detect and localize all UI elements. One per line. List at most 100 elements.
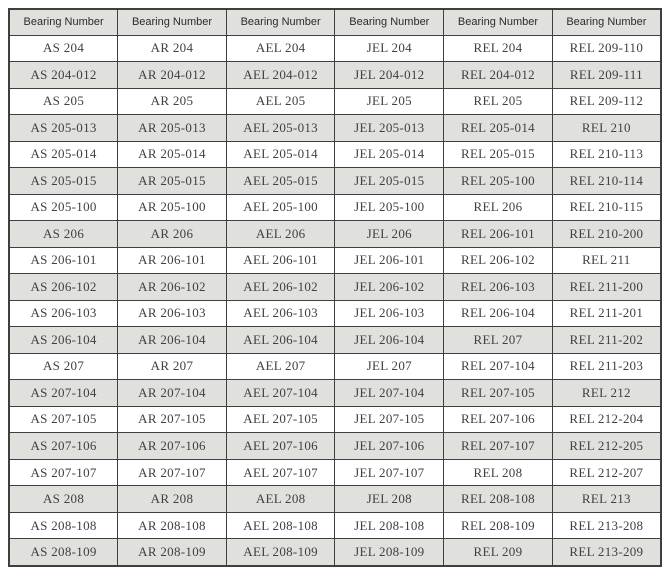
- bearing-number-cell: JEL 205-013: [334, 114, 445, 142]
- bearing-number-cell: REL 206-101: [443, 220, 553, 248]
- bearing-number-cell: AS 204-012: [8, 61, 119, 89]
- bearing-number-cell: REL 211-201: [551, 299, 662, 328]
- bearing-number-cell: AR 204: [117, 34, 227, 63]
- bearing-number-cell: AR 205-013: [117, 114, 227, 142]
- bearing-number-cell: JEL 207: [334, 352, 445, 381]
- bearing-number-cell: AR 208-109: [117, 538, 227, 567]
- bearing-number-cell: AEL 208: [225, 485, 336, 513]
- table-row: AS 206-103 AR 206-103 AEL 206-103 JEL 206-1…: [8, 299, 662, 328]
- bearing-number-cell: AS 205-014: [8, 140, 119, 169]
- table-row: AS 208-109 AR 208-109 AEL 208-109 JEL 208-1…: [8, 538, 662, 567]
- table-row: AS 206 AR 206 AEL 206 JEL 206 REL 206-101 REL…: [8, 220, 662, 248]
- bearing-number-cell: AR 206-101: [117, 246, 227, 275]
- table-body: AS 204 AR 204 AEL 204 JEL 204 REL 204 REL 209…: [8, 34, 662, 567]
- column-header: Bearing Number: [551, 8, 662, 36]
- bearing-number-cell: JEL 205-015: [334, 167, 445, 195]
- bearing-number-cell: JEL 208-109: [334, 538, 445, 567]
- bearing-number-cell: AEL 207-105: [225, 405, 336, 434]
- table-row: AS 205-100 AR 205-100 AEL 205-100 JEL 205-1…: [8, 193, 662, 222]
- bearing-number-cell: REL 210: [551, 114, 662, 142]
- bearing-number-cell: AS 208-108: [8, 511, 119, 540]
- bearing-number-cell: REL 207-106: [443, 405, 553, 434]
- bearing-number-cell: AS 208: [8, 485, 119, 513]
- bearing-number-cell: JEL 206: [334, 220, 445, 248]
- bearing-number-cell: AS 205: [8, 87, 119, 116]
- bearing-number-cell: JEL 207-106: [334, 432, 445, 460]
- bearing-number-cell: AEL 207: [225, 352, 336, 381]
- column-header: Bearing Number: [443, 8, 553, 36]
- bearing-number-cell: REL 205-100: [443, 167, 553, 195]
- bearing-number-cell: AR 205-014: [117, 140, 227, 169]
- bearing-number-cell: AR 206-102: [117, 273, 227, 301]
- bearing-number-cell: AS 204: [8, 34, 119, 63]
- column-header: Bearing Number: [225, 8, 336, 36]
- bearing-number-cell: AR 208: [117, 485, 227, 513]
- bearing-number-cell: REL 210-200: [551, 220, 662, 248]
- bearing-number-cell: REL 210-114: [551, 167, 662, 195]
- column-header: Bearing Number: [117, 8, 227, 36]
- bearing-number-cell: AR 207-105: [117, 405, 227, 434]
- bearing-number-cell: REL 213-209: [551, 538, 662, 567]
- bearing-number-cell: AS 208-109: [8, 538, 119, 567]
- table-header: Bearing Number Bearing Number Bearing Numb…: [8, 8, 662, 36]
- bearing-number-cell: REL 212: [551, 379, 662, 407]
- bearing-number-cell: REL 207-107: [443, 432, 553, 460]
- table-row: AS 206-104 AR 206-104 AEL 206-104 JEL 206-1…: [8, 326, 662, 354]
- table-row: AS 206-101 AR 206-101 AEL 206-101 JEL 206-1…: [8, 246, 662, 275]
- bearing-number-cell: AR 204-012: [117, 61, 227, 89]
- bearing-number-cell: AS 206-103: [8, 299, 119, 328]
- bearing-number-cell: JEL 208-108: [334, 511, 445, 540]
- bearing-number-cell: JEL 206-103: [334, 299, 445, 328]
- bearing-number-cell: REL 210-115: [551, 193, 662, 222]
- bearing-number-cell: REL 209-112: [551, 87, 662, 116]
- table-row: AS 207-105 AR 207-105 AEL 207-105 JEL 207-1…: [8, 405, 662, 434]
- bearing-number-cell: REL 208-109: [443, 511, 553, 540]
- column-header: Bearing Number: [8, 8, 119, 36]
- bearing-number-cell: AR 205-015: [117, 167, 227, 195]
- bearing-number-cell: AS 207: [8, 352, 119, 381]
- bearing-number-cell: AS 206-102: [8, 273, 119, 301]
- bearing-number-cell: JEL 206-101: [334, 246, 445, 275]
- bearing-number-cell: REL 212-207: [551, 458, 662, 487]
- bearing-number-cell: REL 211: [551, 246, 662, 275]
- bearing-number-cell: JEL 208: [334, 485, 445, 513]
- bearing-number-cell: AR 207-104: [117, 379, 227, 407]
- bearing-number-cell: REL 213-208: [551, 511, 662, 540]
- bearing-number-cell: AS 207-106: [8, 432, 119, 460]
- bearing-number-cell: AR 207-106: [117, 432, 227, 460]
- table-row: AS 208-108 AR 208-108 AEL 208-108 JEL 208-1…: [8, 511, 662, 540]
- bearing-number-cell: AEL 207-106: [225, 432, 336, 460]
- bearing-number-cell: AEL 206-103: [225, 299, 336, 328]
- bearing-number-cell: AEL 205-100: [225, 193, 336, 222]
- table-row: AS 206-102 AR 206-102 AEL 206-102 JEL 206-1…: [8, 273, 662, 301]
- bearing-number-cell: AEL 208-108: [225, 511, 336, 540]
- bearing-number-cell: AS 205-100: [8, 193, 119, 222]
- table-row: AS 205-015 AR 205-015 AEL 205-015 JEL 205-0…: [8, 167, 662, 195]
- bearing-number-cell: JEL 206-104: [334, 326, 445, 354]
- table-row: AS 205 AR 205 AEL 205 JEL 205 REL 205 REL 209…: [8, 87, 662, 116]
- bearing-number-cell: REL 206-103: [443, 273, 553, 301]
- table-row: AS 204 AR 204 AEL 204 JEL 204 REL 204 REL 209…: [8, 34, 662, 63]
- bearing-number-cell: REL 209-110: [551, 34, 662, 63]
- bearing-number-cell: REL 211-202: [551, 326, 662, 354]
- table-row: AS 205-013 AR 205-013 AEL 205-013 JEL 205-0…: [8, 114, 662, 142]
- bearing-number-cell: AS 205-013: [8, 114, 119, 142]
- bearing-number-cell: REL 208: [443, 458, 553, 487]
- table-row: AS 208 AR 208 AEL 208 JEL 208 REL 208-108 REL…: [8, 485, 662, 513]
- bearing-number-cell: REL 207-105: [443, 379, 553, 407]
- bearing-number-cell: AEL 205-014: [225, 140, 336, 169]
- bearing-number-cell: JEL 204: [334, 34, 445, 63]
- bearing-number-cell: AEL 204: [225, 34, 336, 63]
- bearing-number-cell: AEL 205: [225, 87, 336, 116]
- bearing-number-cell: AR 206-104: [117, 326, 227, 354]
- bearing-number-cell: AR 206: [117, 220, 227, 248]
- bearing-number-cell: REL 211-200: [551, 273, 662, 301]
- bearing-number-cell: JEL 205-100: [334, 193, 445, 222]
- bearing-number-cell: AEL 205-015: [225, 167, 336, 195]
- table-header-row: Bearing Number Bearing Number Bearing Numb…: [8, 8, 662, 36]
- bearing-number-cell: JEL 207-104: [334, 379, 445, 407]
- bearing-number-cell: AEL 207-104: [225, 379, 336, 407]
- table-row: AS 207 AR 207 AEL 207 JEL 207 REL 207-104 REL…: [8, 352, 662, 381]
- table-row: AS 207-106 AR 207-106 AEL 207-106 JEL 207-1…: [8, 432, 662, 460]
